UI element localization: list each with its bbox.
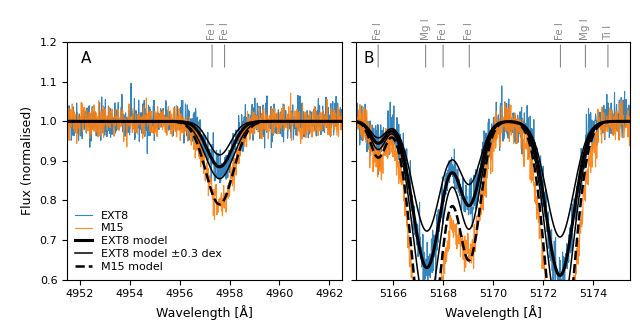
M15 model (135, 119, 143, 123)
Line: M15 model: M15 model (67, 121, 342, 204)
X-axis label: Wavelength [Å]: Wavelength [Å] (445, 305, 541, 320)
EXT8 model ±0.3 dex (271, 119, 278, 123)
EXT8 (216, 180, 223, 184)
M15 (301, 110, 308, 114)
M15 model (259, 120, 267, 124)
Y-axis label: Flux (normalised): Flux (normalised) (21, 106, 34, 215)
EXT8 model ±0.3 dex (63, 119, 71, 123)
Text: Fe I: Fe I (464, 22, 474, 40)
M15 (180, 125, 188, 129)
EXT8 model (271, 119, 278, 123)
M15 (338, 121, 346, 125)
Text: Fe I: Fe I (438, 22, 448, 40)
EXT8 (301, 120, 308, 124)
Text: Mg I: Mg I (580, 19, 591, 40)
M15 (211, 218, 218, 222)
EXT8 model (63, 119, 71, 123)
Legend: EXT8, M15, EXT8 model, EXT8 model ±0.3 dex, M15 model: EXT8, M15, EXT8 model, EXT8 model ±0.3 d… (73, 208, 223, 274)
X-axis label: Wavelength [Å]: Wavelength [Å] (156, 305, 253, 320)
M15 (63, 128, 71, 132)
EXT8 (338, 127, 346, 131)
EXT8 (135, 113, 143, 117)
EXT8 model (216, 165, 223, 169)
EXT8 model ±0.3 dex (216, 177, 223, 181)
Line: M15: M15 (67, 93, 342, 220)
EXT8 model ±0.3 dex (259, 120, 267, 124)
EXT8 (93, 119, 101, 123)
Text: Fe I: Fe I (556, 22, 566, 40)
M15 (259, 127, 267, 131)
EXT8 model (180, 120, 188, 124)
M15 model (301, 119, 308, 123)
M15 model (63, 119, 71, 123)
EXT8 (271, 107, 278, 111)
M15 (271, 112, 278, 116)
M15 (135, 117, 143, 121)
EXT8 model (301, 119, 308, 123)
EXT8 model ±0.3 dex (180, 122, 188, 126)
EXT8 (63, 114, 71, 118)
EXT8 (127, 81, 135, 85)
EXT8 model ±0.3 dex (338, 119, 346, 123)
EXT8 (260, 122, 268, 126)
EXT8 model (338, 119, 346, 123)
M15 model (93, 119, 101, 123)
Text: B: B (364, 51, 374, 66)
EXT8 model ±0.3 dex (135, 119, 143, 123)
EXT8 model (93, 119, 101, 123)
EXT8 model ±0.3 dex (301, 119, 308, 123)
EXT8 model (135, 119, 143, 123)
Text: A: A (81, 51, 92, 66)
M15 (287, 91, 294, 95)
Line: EXT8: EXT8 (67, 83, 342, 182)
Text: Fe I: Fe I (207, 22, 217, 40)
M15 (93, 116, 101, 120)
EXT8 (181, 119, 189, 123)
Line: EXT8 model: EXT8 model (67, 121, 342, 167)
Text: Fe I: Fe I (373, 22, 383, 40)
M15 model (216, 202, 223, 206)
Text: Mg I: Mg I (420, 19, 431, 40)
Text: Ti I: Ti I (603, 25, 613, 40)
EXT8 model (259, 120, 267, 124)
M15 model (180, 123, 188, 126)
M15 model (271, 119, 278, 123)
M15 model (338, 119, 346, 123)
Line: EXT8 model ±0.3 dex: EXT8 model ±0.3 dex (67, 121, 342, 179)
EXT8 model ±0.3 dex (93, 119, 101, 123)
Text: Fe I: Fe I (220, 22, 230, 40)
